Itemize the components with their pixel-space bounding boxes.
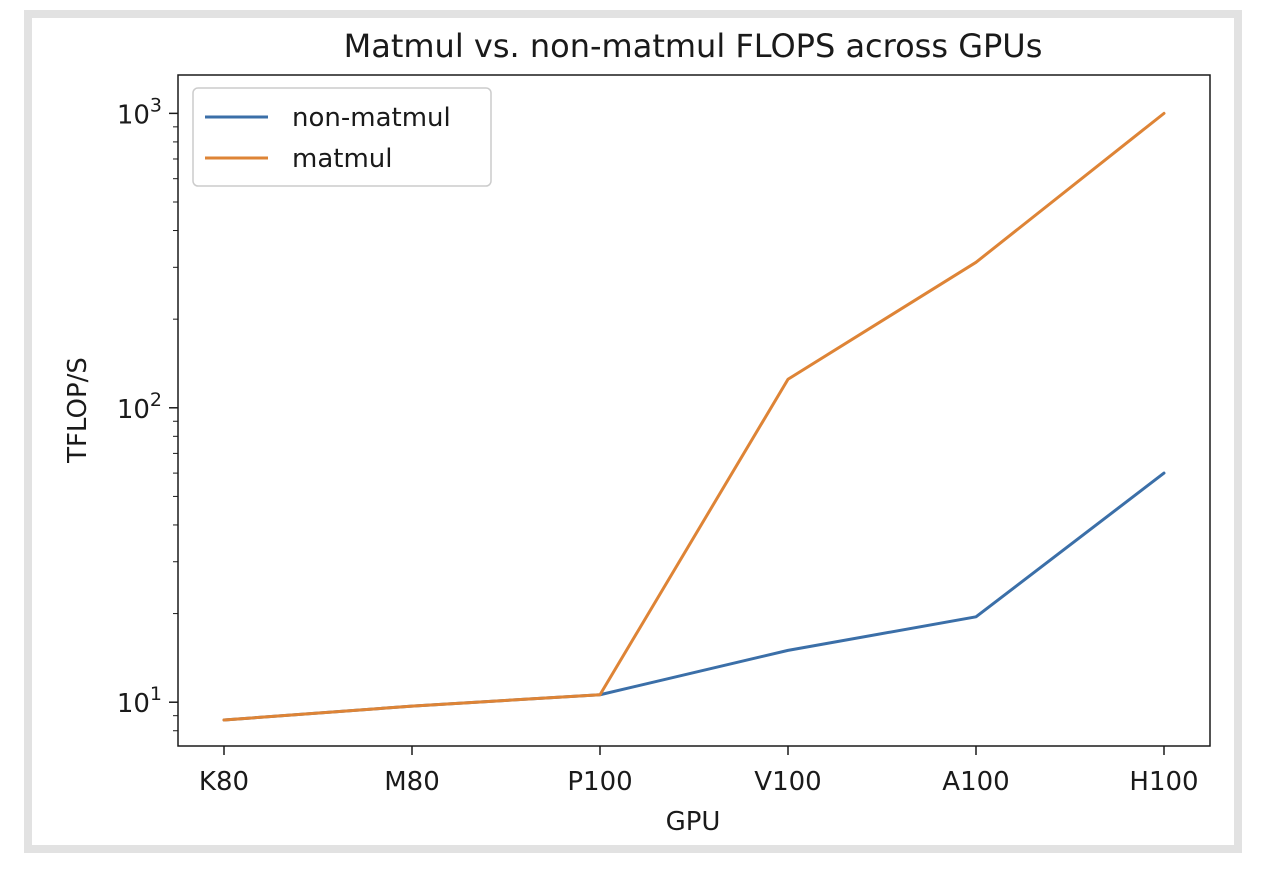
legend-box (192, 87, 492, 187)
plot-area (177, 74, 1211, 747)
chart-title: Matmul vs. non-matmul FLOPS across GPUs (344, 27, 1043, 65)
y-tick-label-2: 103 (117, 94, 162, 130)
legend-label-matmul: matmul (292, 144, 392, 174)
y-axis-label: TFLOP/S (63, 357, 93, 464)
legend-label-non-matmul: non-matmul (292, 103, 451, 133)
y-axis-ticks: 101 102 103 (117, 94, 178, 732)
x-tick-label-2: P100 (567, 767, 632, 797)
series-line-matmul (222, 111, 1166, 722)
x-tick-label-3: V100 (754, 767, 821, 797)
y-tick-label-1: 102 (117, 389, 162, 425)
x-tick-label-0: K80 (199, 767, 249, 797)
x-tick-label-4: A100 (942, 767, 1009, 797)
series-line-non-matmul (222, 471, 1166, 722)
x-tick-label-1: M80 (384, 767, 440, 797)
x-axis-label: GPU (666, 807, 721, 837)
x-tick-label-5: H100 (1129, 767, 1198, 797)
series-lines (222, 111, 1166, 722)
x-axis-ticks: K80 M80 P100 V100 A100 H100 (199, 746, 1199, 797)
y-tick-label-0: 101 (117, 683, 162, 719)
legend: non-matmul matmul (192, 87, 492, 187)
